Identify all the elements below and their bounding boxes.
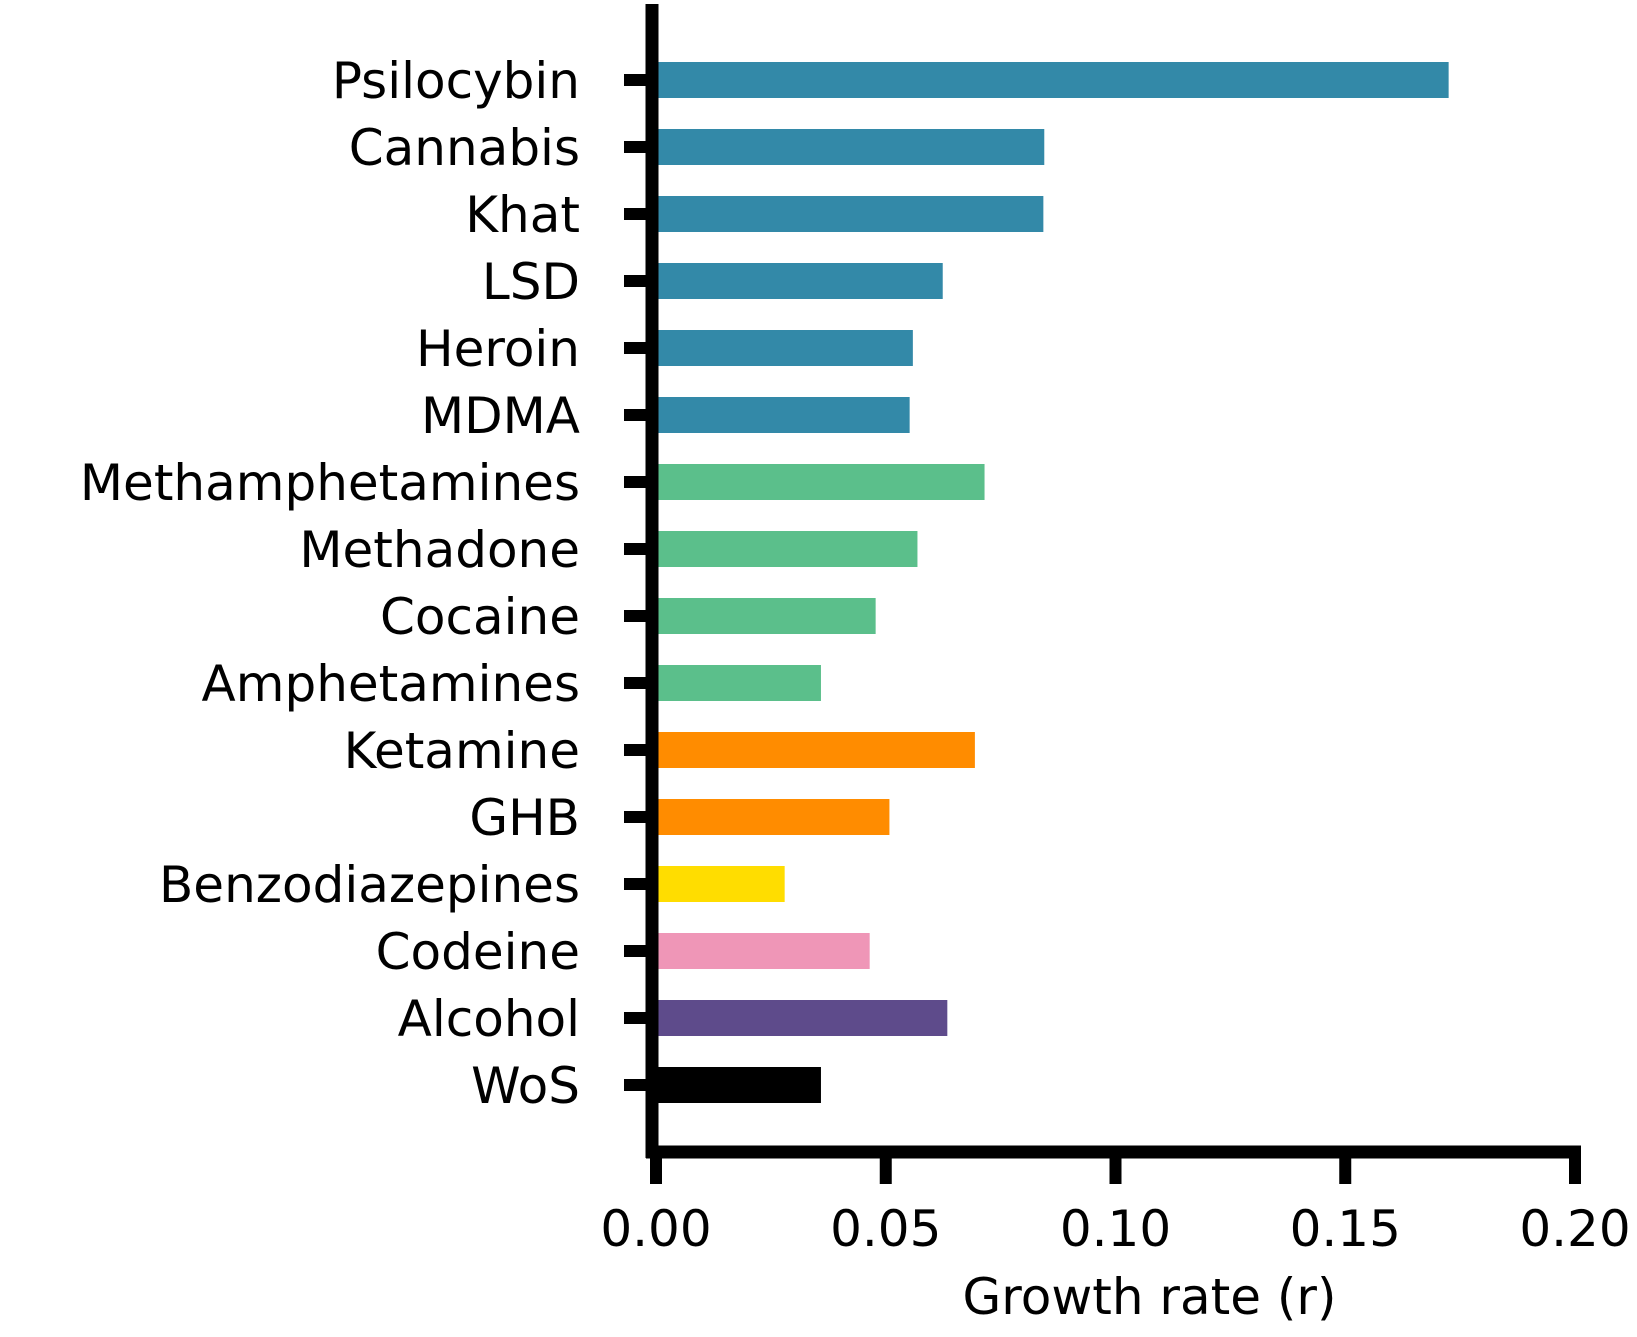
bar-wos xyxy=(658,1067,821,1103)
x-tick-label: 0.00 xyxy=(600,1200,711,1258)
category-label: Alcohol xyxy=(398,990,580,1048)
category-label: GHB xyxy=(469,789,580,847)
category-label: Cocaine xyxy=(380,588,580,646)
bar-ghb xyxy=(658,799,890,835)
x-tick-label: 0.20 xyxy=(1519,1200,1630,1258)
bar-cannabis xyxy=(658,129,1045,165)
category-label: Ketamine xyxy=(344,722,580,780)
category-label: Benzodiazepines xyxy=(159,856,580,914)
bar-benzodiazepines xyxy=(658,866,785,902)
category-label: Methadone xyxy=(299,521,580,579)
category-label: LSD xyxy=(482,253,580,311)
bar-cocaine xyxy=(658,598,876,634)
bar-mdma xyxy=(658,397,910,433)
category-labels-group: Psilocybin Cannabis Khat LSD Heroin MDMA Metha… xyxy=(80,52,580,1115)
category-label: Khat xyxy=(465,186,580,244)
category-label: WoS xyxy=(471,1057,580,1115)
category-label: Cannabis xyxy=(349,119,580,177)
x-axis-title: Growth rate (r) xyxy=(963,1268,1337,1326)
bar-methamphetamines xyxy=(658,464,985,500)
bar-khat xyxy=(658,196,1044,232)
bar-heroin xyxy=(658,330,913,366)
x-tick-label: 0.10 xyxy=(1060,1200,1171,1258)
category-label: Methamphetamines xyxy=(80,454,580,512)
bar-ketamine xyxy=(658,732,975,768)
category-label: Amphetamines xyxy=(202,655,580,713)
x-tick-label: 0.15 xyxy=(1290,1200,1401,1258)
x-ticks-group: 0.00 0.05 0.10 0.15 0.20 xyxy=(600,1152,1631,1258)
category-label: Heroin xyxy=(416,320,580,378)
bar-amphetamines xyxy=(658,665,821,701)
bar-methadone xyxy=(658,531,918,567)
category-label: MDMA xyxy=(421,387,580,445)
bar-psilocybin xyxy=(658,62,1449,98)
x-tick-label: 0.05 xyxy=(830,1200,941,1258)
bars-group xyxy=(658,62,1449,1103)
category-label: Psilocybin xyxy=(332,52,580,110)
bar-lsd xyxy=(658,263,943,299)
category-label: Codeine xyxy=(376,923,580,981)
bar-alcohol xyxy=(658,1000,948,1036)
bar-codeine xyxy=(658,933,870,969)
